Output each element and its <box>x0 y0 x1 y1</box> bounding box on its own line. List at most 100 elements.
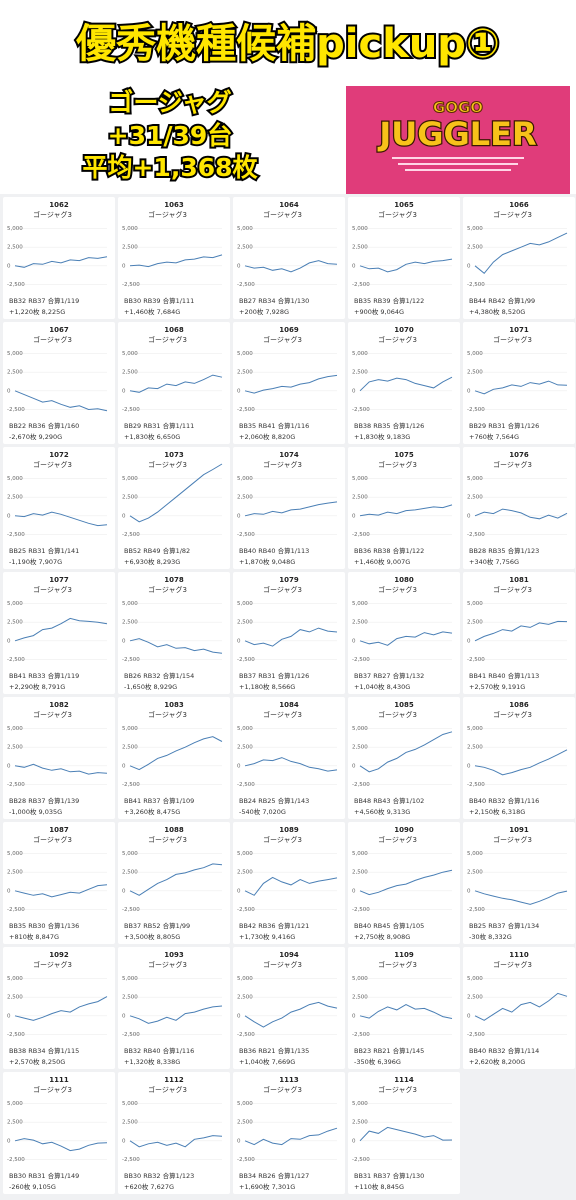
y-tick-label: 0 <box>352 263 356 269</box>
y-tick-label: -2,500 <box>237 1032 255 1038</box>
y-tick-label: 5,000 <box>352 226 368 232</box>
logo-tagline <box>398 163 518 165</box>
y-tick-label: 5,000 <box>122 476 138 482</box>
panel-background <box>348 447 460 569</box>
machine-number: 1087 <box>49 826 69 834</box>
machine-number: 1085 <box>394 701 414 709</box>
machine-stats: BB26 RB32 合算1/154 <box>124 671 194 680</box>
machine-stats: -2,670枚 9,290G <box>9 432 62 441</box>
y-tick-label: 5,000 <box>467 726 483 732</box>
data-line <box>474 992 568 1021</box>
machine-stats: +900枚 9,064G <box>354 307 404 316</box>
y-tick-label: 2,500 <box>7 495 23 501</box>
machine-model: ゴージャグ3 <box>148 710 187 719</box>
y-tick-label: 0 <box>467 388 471 394</box>
machine-model: ゴージャグ3 <box>148 335 187 344</box>
machine-model: ゴージャグ3 <box>263 960 302 969</box>
y-tick-label: 5,000 <box>237 226 253 232</box>
y-tick-label: 5,000 <box>237 476 253 482</box>
y-tick-label: 5,000 <box>237 351 253 357</box>
panel-background <box>233 822 345 944</box>
y-tick-label: 5,000 <box>7 1101 23 1107</box>
machine-stats: BB40 RB45 合算1/105 <box>354 921 424 930</box>
panel-background <box>463 447 575 569</box>
y-tick-label: 0 <box>352 513 356 519</box>
machine-stats: +2,060枚 8,820G <box>239 432 295 441</box>
machine-model: ゴージャグ3 <box>378 835 417 844</box>
y-tick-label: -2,500 <box>122 282 140 288</box>
y-tick-label: 0 <box>122 1013 126 1019</box>
data-line <box>359 1126 453 1142</box>
y-tick-label: 5,000 <box>467 476 483 482</box>
y-tick-label: -2,500 <box>352 1032 370 1038</box>
y-tick-label: 5,000 <box>352 351 368 357</box>
y-tick-label: -2,500 <box>122 532 140 538</box>
machine-stats: +1,730枚 9,416G <box>239 932 295 941</box>
panel-background <box>3 697 115 819</box>
machine-stats: +1,460枚 9,007G <box>354 557 410 566</box>
y-tick-label: 0 <box>467 763 471 769</box>
machine-stats: BB35 RB41 合算1/116 <box>239 421 309 430</box>
data-line <box>129 254 223 268</box>
y-tick-label: 5,000 <box>122 351 138 357</box>
machine-stats: +1,690枚 7,301G <box>239 1182 295 1191</box>
machine-model: ゴージャグ3 <box>33 210 72 219</box>
y-tick-label: 2,500 <box>467 995 483 1001</box>
y-tick-label: 2,500 <box>237 370 253 376</box>
y-tick-label: 5,000 <box>7 976 23 982</box>
y-tick-label: 5,000 <box>122 1101 138 1107</box>
y-tick-label: -2,500 <box>352 407 370 413</box>
machine-model: ゴージャグ3 <box>493 960 532 969</box>
machine-number: 1077 <box>49 576 69 584</box>
y-tick-label: -2,500 <box>237 282 255 288</box>
machine-stats: BB38 RB34 合算1/115 <box>9 1046 79 1055</box>
data-line <box>129 374 223 393</box>
machine-stats: +2,150枚 6,318G <box>469 807 525 816</box>
machine-stats: +200枚 7,928G <box>239 307 289 316</box>
machine-model: ゴージャグ3 <box>148 835 187 844</box>
machine-number: 1073 <box>164 451 184 459</box>
machine-stats: +6,930枚 8,293G <box>124 557 180 566</box>
machine-stats: +2,620枚 8,200G <box>469 1057 525 1066</box>
y-tick-label: 0 <box>352 1138 356 1144</box>
y-tick-label: -2,500 <box>7 282 25 288</box>
machine-stats: BB41 RB33 合算1/119 <box>9 671 79 680</box>
y-tick-label: 5,000 <box>7 726 23 732</box>
panel-background <box>118 947 230 1069</box>
y-tick-label: 2,500 <box>352 620 368 626</box>
data-line <box>244 260 338 273</box>
machine-number: 1074 <box>279 451 299 459</box>
data-line <box>244 757 338 772</box>
machine-stats: BB28 RB37 合算1/139 <box>9 796 79 805</box>
data-line <box>244 627 338 647</box>
data-line <box>14 763 108 775</box>
header-title: 優秀機種候補pickup① <box>75 21 500 67</box>
data-line <box>244 1127 338 1146</box>
y-tick-label: -2,500 <box>467 1032 485 1038</box>
logo-tagline <box>405 169 511 171</box>
panel-background <box>233 697 345 819</box>
y-tick-label: -2,500 <box>467 282 485 288</box>
machine-model: ゴージャグ3 <box>263 335 302 344</box>
average-result: 平均+1,368枚 <box>82 153 257 182</box>
data-line <box>359 631 453 646</box>
panel-background <box>3 947 115 1069</box>
panel-background <box>3 822 115 944</box>
y-tick-label: 5,000 <box>122 226 138 232</box>
y-tick-label: 2,500 <box>7 245 23 251</box>
